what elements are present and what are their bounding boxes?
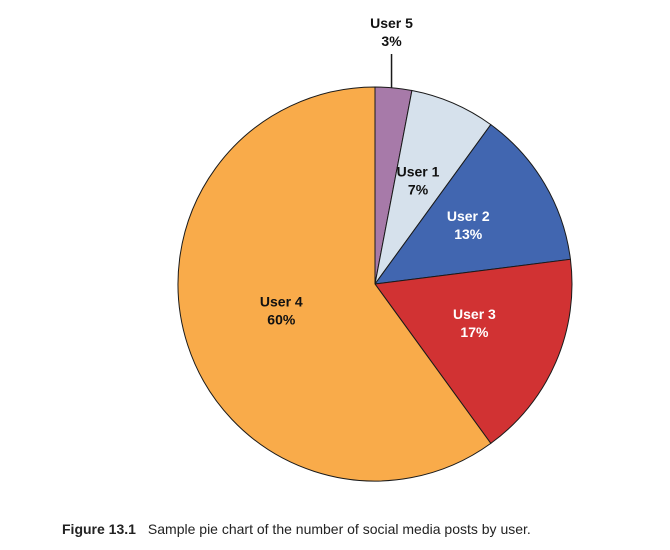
pie-slices bbox=[177, 86, 573, 482]
figure-label: Figure 13.1 bbox=[62, 521, 136, 537]
pie-slice-user-2 bbox=[373, 123, 572, 285]
slice-value-user-2: 13% bbox=[454, 226, 483, 242]
slice-value-user-4: 60% bbox=[267, 311, 296, 327]
slice-value-user-1: 7% bbox=[408, 182, 429, 198]
slice-label-user-1: User 1 bbox=[397, 164, 440, 180]
pie-slice-user-4 bbox=[177, 86, 492, 482]
slice-label-user-4: User 4 bbox=[260, 293, 303, 309]
slice-value-user-5: 3% bbox=[381, 33, 402, 49]
slice-label-user-5: User 5 bbox=[370, 15, 413, 31]
pie-chart: User 5 3% User 1 7% User 2 13% User 3 17% User 4… bbox=[177, 15, 573, 482]
pie-slice-user-3 bbox=[374, 258, 573, 445]
caption-text: Sample pie chart of the number of social… bbox=[147, 521, 531, 537]
slice-label-user-2: User 2 bbox=[447, 208, 490, 224]
figure-caption: Figure 13.1 Sample pie chart of the numbe… bbox=[62, 521, 531, 537]
slice-value-user-3: 17% bbox=[460, 324, 489, 340]
slice-label-user-3: User 3 bbox=[453, 306, 496, 322]
pie-labels: User 5 3% User 1 7% User 2 13% User 3 17% User 4… bbox=[260, 15, 496, 340]
